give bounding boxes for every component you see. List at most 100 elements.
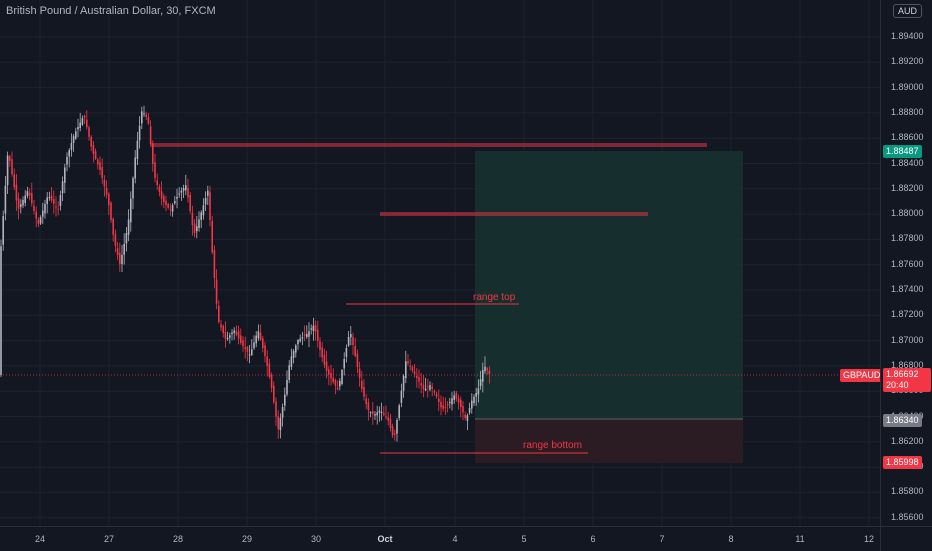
candle-body xyxy=(196,226,198,232)
candle-body xyxy=(182,188,185,191)
price-axis[interactable]: AUD 1.89400 1.89200 1.89000 1.88800 1.88600 1… xyxy=(880,0,932,526)
candle-body xyxy=(380,412,383,413)
candle-body xyxy=(275,401,277,417)
candle-body xyxy=(295,345,297,353)
candle-body xyxy=(180,190,183,193)
price-tick: 1.88800 xyxy=(891,106,924,117)
candle-body xyxy=(15,184,18,201)
range-top-label[interactable]: range top xyxy=(473,292,516,303)
candle-body xyxy=(273,385,275,402)
candle-body xyxy=(387,417,389,421)
price-tick: 1.85800 xyxy=(891,486,924,497)
time-tick: 28 xyxy=(172,534,184,544)
range-bottom-label[interactable]: range bottom xyxy=(523,440,582,451)
candle-body xyxy=(378,410,381,413)
candle-body xyxy=(0,246,2,375)
candle-body xyxy=(57,208,59,210)
time-tick: 8 xyxy=(728,534,734,544)
currency-button[interactable]: AUD xyxy=(893,4,923,18)
candle-body xyxy=(50,195,53,201)
candle-body xyxy=(127,219,130,235)
candle-body xyxy=(237,331,240,339)
candle-body xyxy=(372,411,374,414)
candle-body xyxy=(11,159,13,174)
symbol-tag: GBPAUD xyxy=(840,369,884,382)
candle-body xyxy=(251,349,253,355)
candle-body xyxy=(136,140,139,160)
candle-body xyxy=(376,412,378,416)
price-tick: 1.87000 xyxy=(891,334,924,345)
candle-body xyxy=(204,198,207,205)
candle-body xyxy=(185,185,187,191)
candle-body xyxy=(149,126,152,144)
candle-body xyxy=(413,371,416,375)
candle-body xyxy=(20,204,22,207)
candle-body xyxy=(75,131,77,139)
candle-body xyxy=(9,156,11,161)
candle-body xyxy=(169,209,172,211)
candle-body xyxy=(431,386,433,389)
candle-body xyxy=(99,162,101,170)
candles xyxy=(0,105,491,442)
candle-body xyxy=(358,368,361,378)
candle-body xyxy=(143,113,145,115)
price-tick: 1.85600 xyxy=(891,511,924,522)
time-tick: 24 xyxy=(34,534,46,544)
candle-body xyxy=(422,384,425,389)
candle-body xyxy=(64,167,66,183)
price-chart[interactable]: range top range bottom xyxy=(0,0,880,526)
candle-body xyxy=(86,119,88,128)
candle-body xyxy=(466,415,469,421)
candle-body xyxy=(44,204,46,214)
candle-body xyxy=(119,252,121,265)
candle-body xyxy=(156,180,158,185)
candle-body xyxy=(123,244,125,255)
axis-corner xyxy=(880,526,932,551)
candle-body xyxy=(226,338,229,340)
candle-body xyxy=(468,408,471,413)
candle-body xyxy=(301,337,304,339)
candle-body xyxy=(167,203,169,208)
candle-body xyxy=(112,218,114,235)
candle-body xyxy=(110,202,112,220)
chart-area[interactable]: range top range bottom British Pound / A… xyxy=(0,0,884,526)
countdown-value: 20:40 xyxy=(886,380,909,390)
price-tick: 1.88400 xyxy=(891,157,924,168)
candle-body xyxy=(97,159,99,165)
candle-body xyxy=(77,127,79,130)
candle-body xyxy=(398,405,400,419)
time-axis[interactable]: 24 27 28 29 30 Oct 4 5 6 7 8 11 12 xyxy=(0,526,880,551)
time-tick: 27 xyxy=(103,534,115,544)
candle-body xyxy=(306,334,308,338)
candle-body xyxy=(288,365,290,380)
candle-body xyxy=(457,398,460,403)
price-tick: 1.87200 xyxy=(891,309,924,320)
candle-body xyxy=(68,150,70,157)
candle-body xyxy=(105,187,108,195)
price-tick: 1.86800 xyxy=(891,359,924,370)
candle-body xyxy=(37,219,40,224)
candle-body xyxy=(134,157,136,179)
candle-body xyxy=(442,405,444,409)
candle-body xyxy=(420,383,422,386)
candle-body xyxy=(39,217,42,224)
candle-body xyxy=(193,223,196,234)
candle-body xyxy=(473,396,475,404)
candle-body xyxy=(22,200,24,206)
candle-body xyxy=(209,192,211,220)
candle-body xyxy=(138,126,141,141)
candle-body xyxy=(108,193,110,206)
candle-body xyxy=(391,426,394,436)
candle-body xyxy=(90,136,92,147)
candle-body xyxy=(352,336,354,345)
candle-body xyxy=(482,370,484,382)
time-tick: 5 xyxy=(521,534,527,544)
candle-body xyxy=(416,376,418,378)
candle-body xyxy=(444,406,447,408)
candle-body xyxy=(200,212,202,220)
candle-body xyxy=(449,402,451,404)
candle-body xyxy=(389,418,392,428)
candle-body xyxy=(178,193,180,195)
candle-body xyxy=(248,354,251,356)
candle-body xyxy=(328,369,330,375)
